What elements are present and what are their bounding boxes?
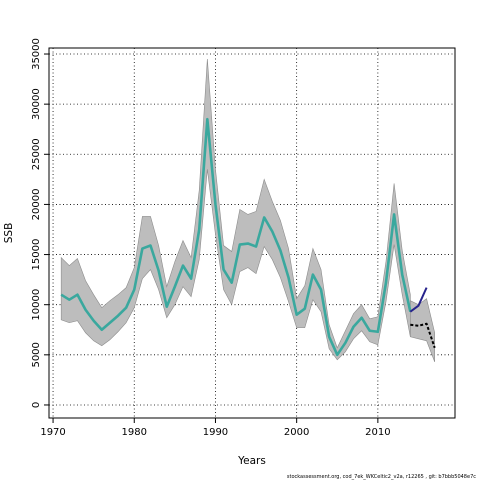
y-tick-label: 25000 [31,138,42,170]
x-tick-label: 1970 [40,427,65,438]
y-tick-label: 30000 [31,88,42,120]
x-axis-title: Years [237,455,266,467]
y-tick-label: 20000 [31,189,42,221]
x-tick-label: 1980 [122,427,147,438]
y-axis-title: SSB [3,223,15,244]
y-tick-label: 35000 [31,38,42,70]
forecast-blue-line [409,287,428,313]
confidence-band-layer [60,59,435,362]
forecast-confidence-band [410,298,435,362]
x-tick-label: 2000 [284,427,309,438]
ssb-estimate-line [60,117,412,357]
y-axis: 0 5000 10000 15000 20000 25000 30000 35000 [31,38,49,408]
x-axis: 1970 1980 1990 2000 2010 [40,418,391,438]
x-tick-label: 2010 [365,427,390,438]
series-line-layer [60,117,436,357]
footnote: stockassessment.org, cod_7ek_WKCeltic2_v… [287,474,476,480]
grid-layer [49,48,455,418]
x-tick-label: 1990 [203,427,228,438]
forecast-black-line [410,322,436,349]
y-tick-label: 0 [31,402,42,408]
plot-frame [48,47,456,419]
y-tick-label: 5000 [31,342,42,367]
y-tick-label: 15000 [31,239,42,271]
y-tick-label: 10000 [31,289,42,321]
